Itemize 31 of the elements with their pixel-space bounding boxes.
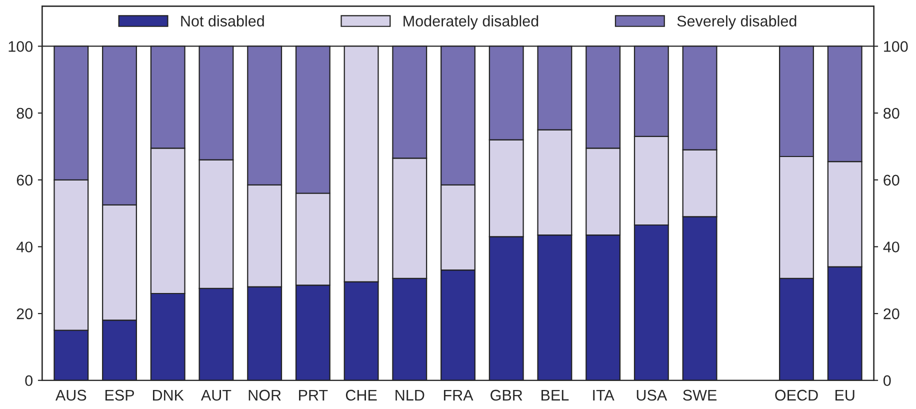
y2-tick-label: 80 [884,108,900,119]
x-tick-label: AUS [55,390,86,401]
x-tick-label: AUT [200,390,232,401]
y2-tick-label: 100 [884,41,908,52]
x-tick-label: BEL [542,390,569,400]
y-tick-label: 20 [16,308,33,320]
y-tick-label: 40 [16,242,33,252]
x-tick-label: USA [636,390,668,401]
x-tick-label: DNK [152,390,184,400]
x-tick-label: GBR [490,390,522,401]
x-tick-label: OECD [775,390,818,401]
x-tick-label: FRA [444,390,474,400]
legend-label: Moderately disabled [404,15,538,30]
x-tick-label: PRT [299,390,328,400]
x-tick-label: ESP [105,390,134,401]
x-tick-label: ITA [593,390,614,400]
legend-label: Not disabled [181,15,264,27]
y2-tick-label: 20 [884,308,900,320]
x-tick-label: NOR [248,390,281,401]
y2-tick-label: 40 [883,242,900,252]
x-tick-label: NLD [396,390,424,400]
y-tick-label: 100 [8,41,33,52]
y-tick-label: 60 [16,174,33,186]
x-tick-label: SWE [683,390,717,401]
legend-label: Severely disabled [677,15,796,30]
y-tick-label: 0 [25,375,33,386]
y2-tick-label: 60 [884,174,900,186]
x-tick-label: EU [835,390,854,401]
y-tick-label: 80 [16,108,33,119]
y2-tick-label: 0 [883,375,891,386]
x-tick-label: CHE [346,390,377,401]
